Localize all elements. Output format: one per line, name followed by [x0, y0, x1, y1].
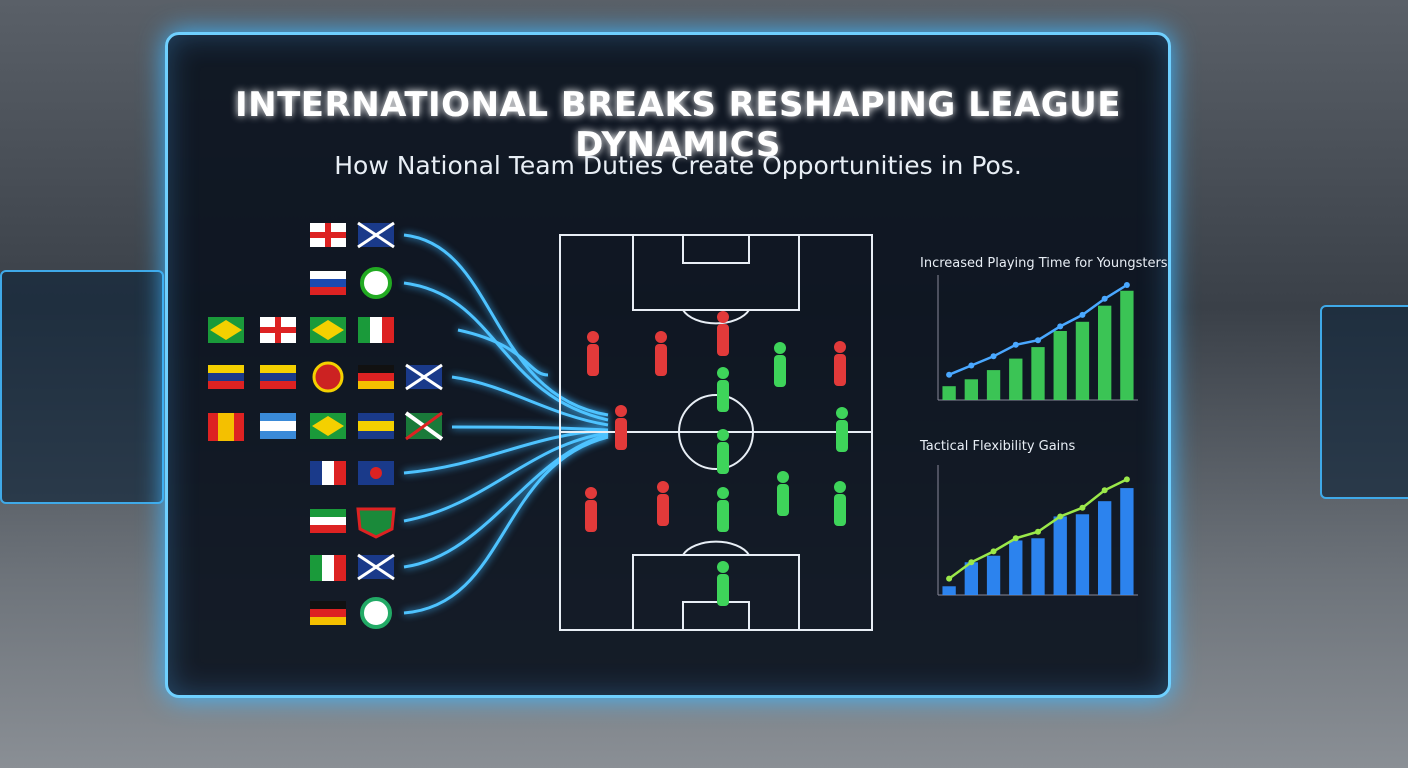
- trend-point: [1079, 504, 1086, 511]
- trend-point: [990, 353, 997, 360]
- trend-point: [968, 362, 975, 369]
- chart: Tactical Flexibility Gains: [919, 439, 1138, 596]
- bar: [1031, 347, 1045, 400]
- bar: [964, 562, 978, 595]
- trend-point: [1057, 323, 1064, 330]
- bar: [1098, 305, 1112, 400]
- trend-point: [1035, 337, 1041, 344]
- pitch: [559, 234, 873, 631]
- bar: [1053, 331, 1067, 400]
- panel-graphics: Increased Playing Time for Youngsters Tac…: [208, 221, 1168, 631]
- trend-point: [1057, 513, 1064, 520]
- trend-point: [1012, 535, 1019, 542]
- trend-point: [1101, 487, 1108, 494]
- bar: [986, 555, 1001, 595]
- display-panel: INTERNATIONAL BREAKS RESHAPING LEAGUE DY…: [165, 32, 1171, 698]
- bar: [942, 386, 956, 400]
- bar: [1120, 290, 1134, 400]
- chart-title: Increased Playing Time for Youngsters: [920, 256, 1168, 271]
- trend-point: [1035, 528, 1041, 535]
- bar: [1075, 321, 1090, 400]
- trend-point: [1123, 476, 1130, 483]
- trend-point: [968, 559, 975, 566]
- trend-point: [990, 548, 997, 555]
- background-screen: [0, 270, 164, 504]
- bar: [1009, 540, 1023, 595]
- bar: [986, 370, 1001, 400]
- bar: [1098, 501, 1112, 595]
- trend-point: [1123, 282, 1130, 288]
- bar: [1009, 358, 1023, 400]
- trend-point: [946, 575, 953, 582]
- chart: Increased Playing Time for Youngsters: [920, 256, 1168, 401]
- trend-point: [1012, 341, 1019, 348]
- subtitle: How National Team Duties Create Opportun…: [334, 151, 1022, 180]
- trend-point: [946, 371, 953, 378]
- background-screen: [1320, 305, 1408, 499]
- bar: [942, 586, 956, 595]
- flags: [208, 221, 444, 629]
- trend-point: [1101, 295, 1108, 302]
- bar: [1053, 516, 1067, 595]
- bar: [1120, 488, 1134, 595]
- chart-title: Tactical Flexibility Gains: [919, 439, 1076, 454]
- trend-point: [1079, 311, 1086, 318]
- bar: [964, 379, 978, 400]
- title: INTERNATIONAL BREAKS RESHAPING LEAGUE DY…: [234, 85, 1122, 165]
- arrows: [403, 233, 609, 615]
- bar: [1031, 538, 1045, 595]
- bar: [1075, 514, 1090, 595]
- players: [585, 311, 848, 606]
